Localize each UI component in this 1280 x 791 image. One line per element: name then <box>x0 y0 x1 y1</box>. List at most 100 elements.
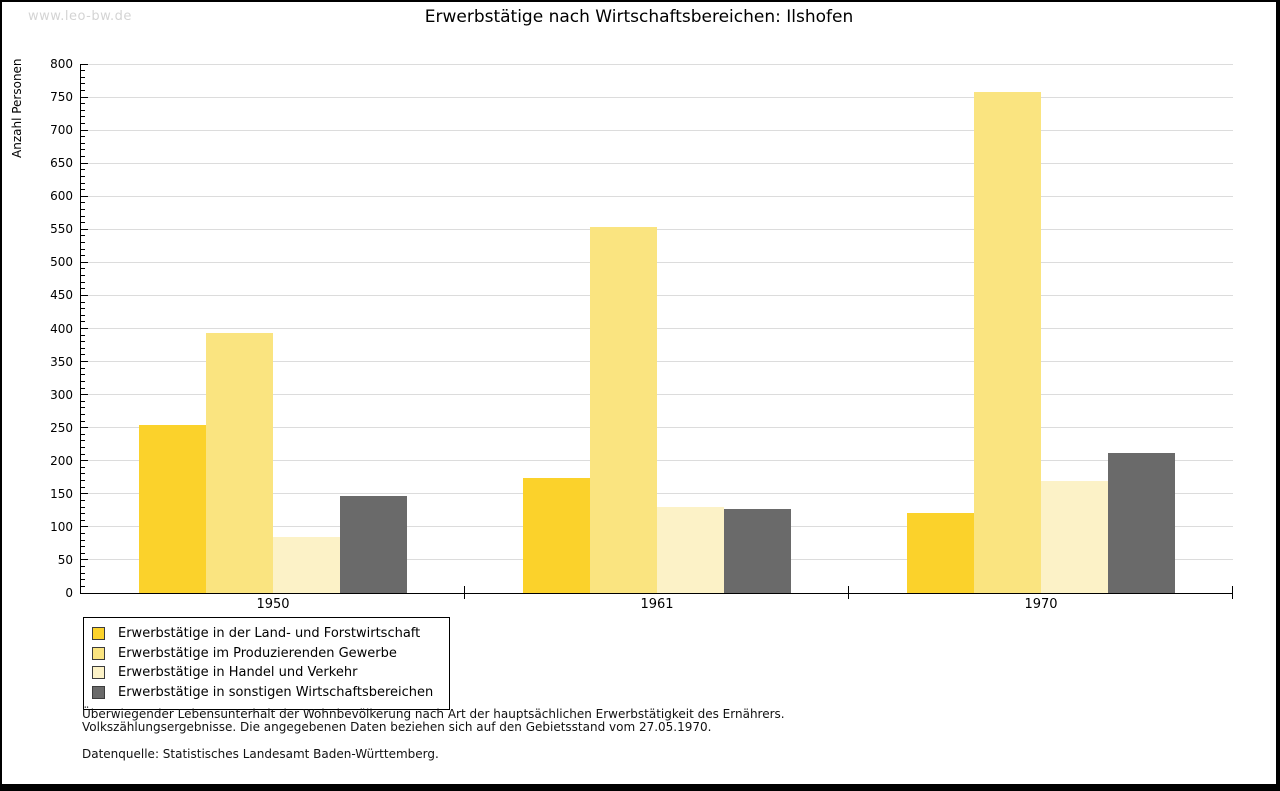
y-major-tick <box>81 261 88 263</box>
y-minor-tick <box>81 407 85 409</box>
y-minor-tick <box>81 473 85 475</box>
y-minor-tick <box>81 175 85 177</box>
y-major-tick <box>81 129 88 131</box>
legend-box: Erwerbstätige in der Land- und Forstwirt… <box>83 617 450 710</box>
y-major-tick <box>81 526 88 528</box>
y-minor-tick <box>81 579 85 581</box>
bar-series1-1950 <box>139 425 206 593</box>
legend-label: Erwerbstätige in der Land- und Forstwirt… <box>118 626 421 642</box>
legend-label: Erwerbstätige im Produzierenden Gewerbe <box>118 645 397 661</box>
y-major-tick <box>81 162 88 164</box>
legend-label: Erwerbstätige in sonstigen Wirtschaftsbe… <box>118 684 434 700</box>
y-minor-tick <box>81 400 85 402</box>
y-minor-tick <box>81 235 85 237</box>
site-watermark: www.leo-bw.de <box>28 9 132 24</box>
y-minor-tick <box>81 70 85 72</box>
bar-series4-1950 <box>340 495 407 593</box>
gridline <box>81 460 1233 462</box>
data-source-note: Datenquelle: Statistisches Landesamt Bad… <box>82 747 439 761</box>
gridline <box>81 129 1233 131</box>
y-minor-tick <box>81 387 85 389</box>
y-tick-label: 50 <box>57 552 73 567</box>
y-minor-tick <box>81 321 85 323</box>
y-minor-tick <box>81 532 85 534</box>
bar-series3-1970 <box>1041 480 1108 593</box>
plot-area: 0 50 100 150 200 250 300 350 400 450 500 550 600 650 7… <box>50 57 1233 612</box>
y-tick-label: 200 <box>50 453 73 468</box>
y-minor-tick <box>81 208 85 210</box>
bar-series4-1961 <box>724 509 791 593</box>
y-minor-tick <box>81 546 85 548</box>
y-minor-tick <box>81 513 85 515</box>
y-minor-tick <box>81 89 85 91</box>
y-minor-tick <box>81 215 85 217</box>
gridline <box>81 294 1233 296</box>
y-major-tick <box>81 96 88 98</box>
y-minor-tick <box>81 486 85 488</box>
y-minor-tick <box>81 255 85 257</box>
x-boundary-tick <box>464 586 465 599</box>
legend-label: Erwerbstätige in Handel und Verkehr <box>118 665 358 681</box>
y-minor-tick <box>81 76 85 78</box>
gridline <box>81 96 1233 98</box>
y-minor-tick <box>81 539 85 541</box>
y-tick-label: 400 <box>50 321 73 336</box>
y-minor-tick <box>81 149 85 151</box>
y-major-tick <box>81 63 88 65</box>
y-tick-label: 450 <box>50 288 73 303</box>
bar-series2-1961 <box>590 227 657 593</box>
y-tick-label: 800 <box>50 57 73 71</box>
y-tick-label: 0 <box>65 586 73 600</box>
x-category-label: 1970 <box>1024 597 1058 612</box>
legend-item-land-forstwirtschaft: Erwerbstätige in der Land- und Forstwirt… <box>92 624 439 644</box>
bar-series2-1970 <box>974 92 1041 593</box>
y-major-tick <box>81 294 88 296</box>
gridline <box>81 493 1233 495</box>
y-tick-label: 250 <box>50 420 73 435</box>
y-major-tick <box>81 195 88 197</box>
y-minor-tick <box>81 268 85 270</box>
y-minor-tick <box>81 566 85 568</box>
y-major-tick <box>81 460 88 462</box>
y-minor-tick <box>81 440 85 442</box>
y-minor-tick <box>81 380 85 382</box>
gridline <box>81 427 1233 429</box>
y-major-tick <box>81 394 88 396</box>
y-minor-tick <box>81 506 85 508</box>
gridline <box>81 328 1233 329</box>
y-minor-tick <box>81 420 85 422</box>
y-tick-label: 600 <box>50 189 73 204</box>
y-minor-tick <box>81 413 85 415</box>
y-minor-tick <box>81 222 85 224</box>
y-tick-label: 100 <box>50 519 73 534</box>
y-minor-tick <box>81 552 85 554</box>
x-boundary-tick <box>848 586 849 599</box>
footnote: Überwiegender Lebensunterhalt der Wohnbe… <box>82 708 785 734</box>
y-major-tick <box>81 361 88 363</box>
legend-swatch-sonstige-wirtschaftsbereiche <box>92 685 105 699</box>
bar-series3-1950 <box>273 536 340 593</box>
y-tick-label: 500 <box>50 255 73 270</box>
gridline <box>81 361 1233 363</box>
legend-item-sonstige-wirtschaftsbereiche: Erwerbstätige in sonstigen Wirtschaftsbe… <box>92 683 439 703</box>
y-minor-tick <box>81 301 85 303</box>
legend-item-handel-verkehr: Erwerbstätige in Handel und Verkehr <box>92 663 439 683</box>
y-minor-tick <box>81 116 85 118</box>
y-minor-tick <box>81 109 85 111</box>
gridline <box>81 195 1233 197</box>
legend-swatch-land-forstwirtschaft <box>92 627 105 641</box>
x-category-label: 1950 <box>256 597 290 612</box>
y-minor-tick <box>81 103 85 105</box>
y-minor-tick <box>81 248 85 250</box>
y-minor-tick <box>81 334 85 336</box>
y-minor-tick <box>81 499 85 501</box>
footnote-line-2: Volkszählungsergebnisse. Die angegebenen… <box>82 720 712 734</box>
chart-title: Erwerbstätige nach Wirtschaftsbereichen:… <box>424 7 854 27</box>
y-minor-tick <box>81 189 85 191</box>
legend-swatch-produzierendes-gewerbe <box>92 646 105 660</box>
x-boundary-tick <box>1232 586 1233 599</box>
y-minor-tick <box>81 480 85 482</box>
y-minor-tick <box>81 182 85 184</box>
y-axis-title: Anzahl Personen <box>10 58 24 158</box>
